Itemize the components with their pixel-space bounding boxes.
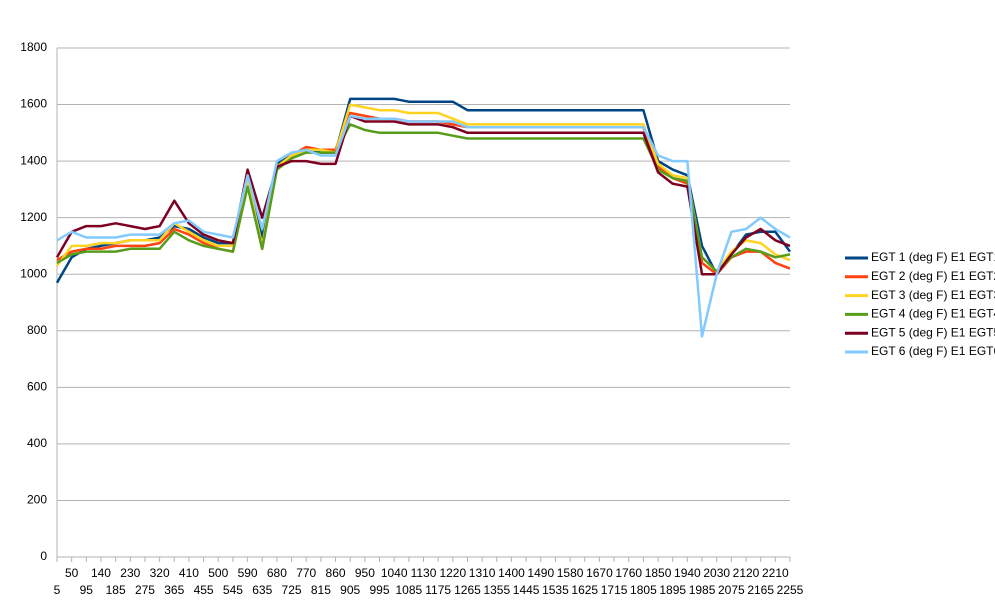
y-tick-label: 400 [27, 436, 47, 450]
legend-label: EGT 3 (deg F) E1 EGT3 [871, 288, 995, 302]
x-tick-label: 1220 [439, 566, 466, 580]
x-tick-label: 1760 [615, 566, 642, 580]
x-tick-label: 770 [296, 566, 316, 580]
x-tick-label: 1715 [601, 583, 628, 597]
legend-label: EGT 4 (deg F) E1 EGT4 [871, 307, 995, 321]
y-tick-label: 200 [27, 493, 47, 507]
y-tick-label: 1000 [20, 266, 47, 280]
x-tick-label: 2165 [747, 583, 774, 597]
x-tick-label: 1490 [527, 566, 554, 580]
x-tick-label: 1130 [411, 566, 437, 580]
x-tick-label: 1355 [483, 583, 510, 597]
x-tick-label: 1310 [469, 566, 496, 580]
x-tick-label: 2030 [703, 566, 730, 580]
x-tick-label: 185 [106, 583, 126, 597]
x-tick-label: 5 [54, 583, 61, 597]
x-tick-label: 725 [282, 583, 302, 597]
legend-label: EGT 2 (deg F) E1 EGT2 [871, 269, 995, 283]
x-tick-label: 365 [164, 583, 184, 597]
x-tick-label: 635 [252, 583, 272, 597]
x-tick-label: 410 [179, 566, 199, 580]
x-tick-label: 1175 [425, 583, 451, 597]
y-tick-label: 1800 [20, 40, 47, 54]
x-tick-label: 1625 [571, 583, 598, 597]
x-tick-label: 1040 [381, 566, 408, 580]
x-tick-label: 545 [223, 583, 243, 597]
x-tick-label: 1400 [498, 566, 525, 580]
legend-label: EGT 5 (deg F) E1 EGT5 [871, 325, 995, 339]
y-tick-label: 600 [27, 380, 47, 394]
x-tick-label: 140 [91, 566, 111, 580]
x-tick-label: 1535 [542, 583, 569, 597]
series-line [56, 111, 791, 276]
x-tick-label: 2210 [762, 566, 789, 580]
x-tick-label: 2120 [733, 566, 760, 580]
x-tick-label: 950 [355, 566, 375, 580]
x-tick-label: 320 [150, 566, 170, 580]
x-tick-label: 455 [194, 583, 214, 597]
x-tick-label: 905 [340, 583, 360, 597]
x-tick-label: 590 [238, 566, 258, 580]
y-tick-label: 800 [27, 323, 47, 337]
x-tick-label: 500 [208, 566, 228, 580]
x-tick-label: 1895 [659, 583, 686, 597]
x-tick-label: 230 [120, 566, 140, 580]
x-tick-label: 1445 [513, 583, 540, 597]
x-tick-label: 2255 [777, 583, 804, 597]
x-tick-label: 1985 [689, 583, 716, 597]
x-tick-label: 1580 [557, 566, 584, 580]
x-tick-label: 1850 [645, 566, 672, 580]
series-line [56, 123, 791, 273]
series-line [55, 114, 791, 276]
x-tick-label: 2075 [718, 583, 745, 597]
legend-label: EGT 6 (deg F) E1 EGT6 [871, 344, 995, 358]
y-tick-label: 1200 [20, 210, 47, 224]
series-line [56, 114, 791, 338]
x-tick-label: 680 [267, 566, 287, 580]
x-tick-label: 860 [326, 566, 346, 580]
x-tick-label: 1265 [454, 583, 481, 597]
x-tick-label: 1940 [674, 566, 701, 580]
x-tick-label: 1805 [630, 583, 657, 597]
series-line [55, 103, 791, 273]
series-line [55, 97, 792, 284]
x-tick-label: 50 [65, 566, 79, 580]
legend-label: EGT 1 (deg F) E1 EGT1 [871, 250, 995, 264]
y-tick-label: 1400 [20, 153, 47, 167]
x-tick-label: 1670 [586, 566, 613, 580]
y-tick-label: 0 [40, 549, 47, 563]
x-tick-label: 815 [311, 583, 331, 597]
x-tick-label: 95 [80, 583, 94, 597]
x-tick-label: 1085 [395, 583, 422, 597]
y-tick-label: 1600 [20, 97, 47, 111]
x-tick-label: 275 [135, 583, 155, 597]
x-tick-label: 995 [370, 583, 390, 597]
